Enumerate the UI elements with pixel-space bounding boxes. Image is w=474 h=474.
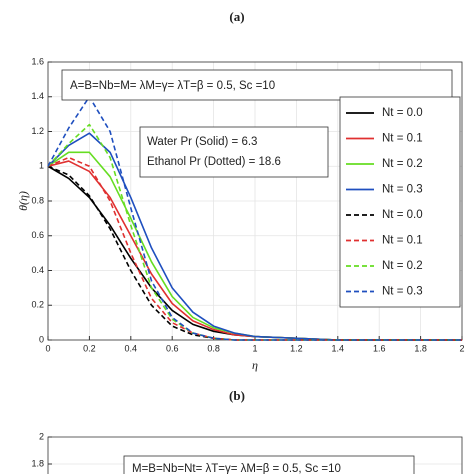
panel-label: (a) (229, 9, 244, 24)
legend-box (339, 96, 461, 308)
x-tick-label: 1.6 (373, 343, 386, 353)
y-tick-label: 0.8 (31, 195, 44, 205)
annotation: M=B=Nb=Nt= λT=γ= λM=β = 0.5, Sc =10 (132, 463, 341, 474)
y-tick-label: 1.2 (31, 126, 44, 136)
annotation: Water Pr (Solid) = 6.3 (147, 136, 257, 148)
legend-label: Nt = 0.2 (382, 260, 423, 272)
x-tick-label: 0 (45, 343, 50, 353)
annotation: A=B=Nb=M= λM=γ= λT=β = 0.5, Sc =10 (70, 80, 275, 92)
legend-label: Nt = 0.2 (382, 158, 423, 170)
y-axis-label: θ(η) (16, 191, 30, 211)
y-tick-label: 2 (39, 431, 44, 441)
annotation-box (139, 126, 329, 178)
y-tick-label: 0 (39, 334, 44, 344)
y-tick-label: 0.2 (31, 300, 44, 310)
x-tick-label: 1.2 (290, 343, 303, 353)
y-tick-label: 1 (39, 161, 44, 171)
series-line (47, 95, 462, 341)
x-tick-label: 0.6 (166, 343, 179, 353)
y-tick-label: 0.4 (31, 265, 44, 275)
legend-label: Nt = 0.3 (382, 286, 423, 298)
annotation-box (61, 69, 453, 101)
y-tick-label: 1.6 (31, 56, 44, 66)
x-tick-label: 1.4 (332, 343, 345, 353)
x-tick-label: 0.4 (125, 343, 138, 353)
x-axis-label: η (252, 358, 258, 372)
legend-label: Nt = 0.3 (382, 184, 423, 196)
x-tick-label: 1.8 (414, 343, 427, 353)
legend-label: Nt = 0.0 (382, 107, 423, 119)
x-tick-label: 0.2 (83, 343, 96, 353)
annotation-box (123, 455, 415, 474)
plot-frame (47, 436, 463, 474)
y-tick-label: 1.4 (31, 91, 44, 101)
x-tick-label: 0.8 (207, 343, 220, 353)
annotation: Ethanol Pr (Dotted) = 18.6 (147, 156, 281, 168)
y-tick-label: 1.8 (31, 458, 44, 468)
panel-label: (b) (229, 388, 245, 403)
legend-label: Nt = 0.1 (382, 133, 423, 145)
legend-label: Nt = 0.0 (382, 209, 423, 221)
x-tick-label: 1 (252, 343, 257, 353)
legend-label: Nt = 0.1 (382, 235, 423, 247)
y-tick-label: 0.6 (31, 230, 44, 240)
x-tick-label: 2 (459, 343, 464, 353)
